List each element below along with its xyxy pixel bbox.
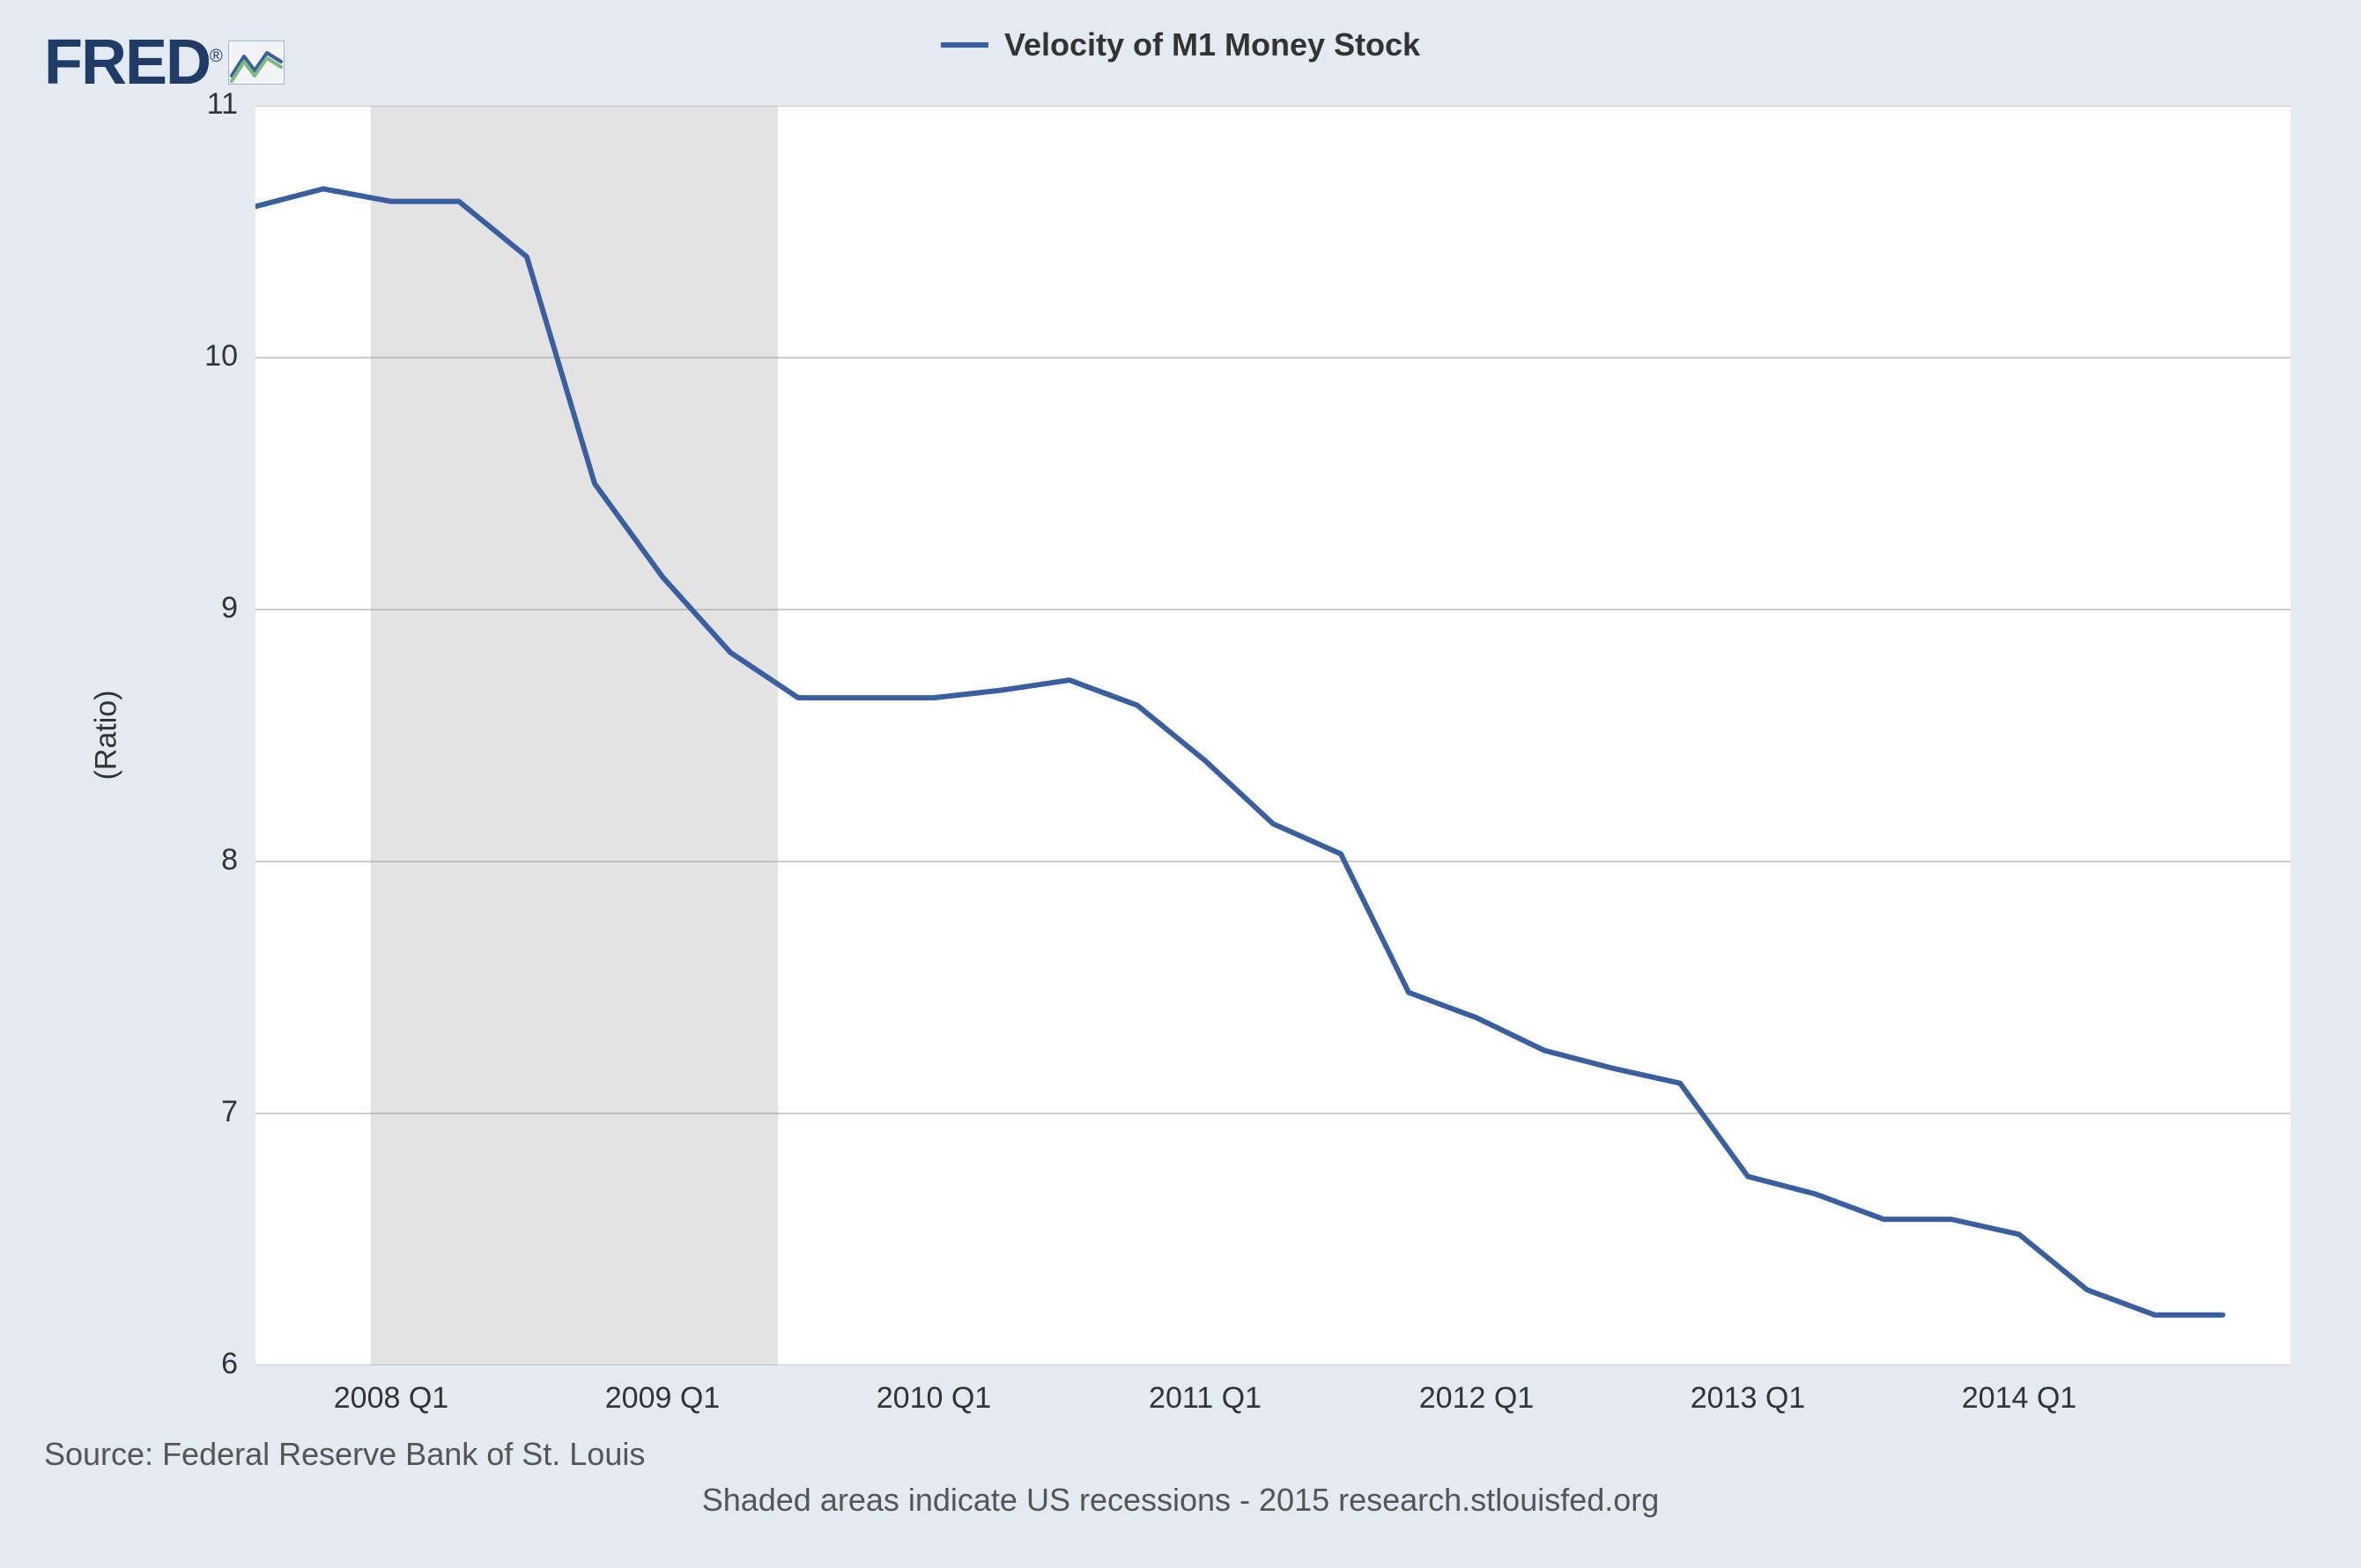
logo-reg: ® <box>210 47 221 66</box>
x-tick-label: 2009 Q1 <box>605 1381 720 1416</box>
x-tick-label: 2011 Q1 <box>1149 1381 1262 1416</box>
source-label: Source: Federal Reserve Bank of St. Loui… <box>44 1436 645 1473</box>
logo-name: FRED <box>44 27 210 98</box>
plot-area <box>255 106 2291 1365</box>
legend-label: Velocity of M1 Money Stock <box>1004 26 1420 63</box>
legend-swatch <box>941 42 988 48</box>
y-tick-label: 6 <box>221 1347 238 1381</box>
x-tick-label: 2010 Q1 <box>877 1381 991 1416</box>
chart-container: FRED® Velocity of M1 Money Stock (Ratio)… <box>0 0 2361 1568</box>
y-axis-label: (Ratio) <box>90 690 124 780</box>
logo-text: FRED® <box>44 26 221 99</box>
x-tick-label: 2008 Q1 <box>334 1381 448 1416</box>
y-tick-label: 11 <box>207 87 238 122</box>
legend: Velocity of M1 Money Stock <box>941 26 1420 63</box>
x-tick-label: 2014 Q1 <box>1962 1381 2076 1416</box>
x-tick-label: 2013 Q1 <box>1691 1381 1805 1416</box>
recession-note: Shaded areas indicate US recessions - 20… <box>702 1482 1660 1519</box>
y-tick-label: 8 <box>221 843 238 877</box>
fred-logo: FRED® <box>44 26 285 99</box>
plot-svg <box>255 106 2291 1365</box>
y-tick-label: 9 <box>221 591 238 625</box>
x-tick-label: 2012 Q1 <box>1419 1381 1534 1416</box>
y-tick-label: 10 <box>204 339 238 374</box>
y-tick-label: 7 <box>221 1095 238 1129</box>
chart-icon <box>228 41 285 85</box>
